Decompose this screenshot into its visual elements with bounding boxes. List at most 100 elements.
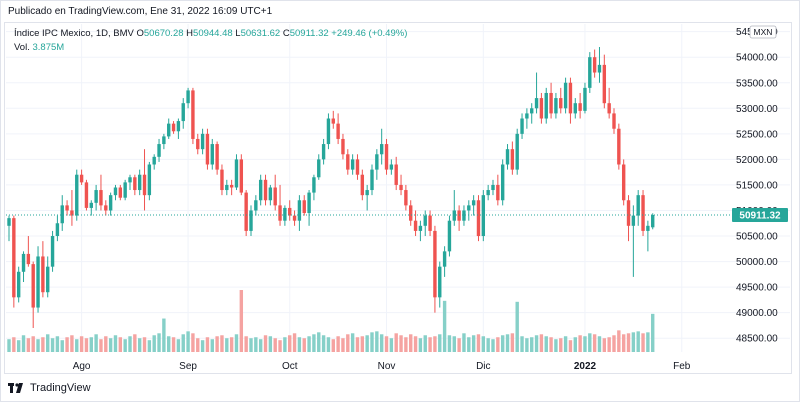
volume-bar bbox=[133, 334, 137, 352]
volume-bar bbox=[476, 334, 481, 352]
volume-bar bbox=[108, 338, 113, 352]
volume-bar bbox=[481, 336, 486, 352]
candle-body bbox=[94, 190, 98, 203]
volume-bar bbox=[467, 337, 471, 352]
volume-bar bbox=[602, 338, 607, 352]
candle-body bbox=[539, 98, 544, 119]
y-tick-label: 52000.00 bbox=[736, 155, 778, 166]
symbol-label: Índice IPC Mexico, 1D, BMV bbox=[14, 28, 134, 39]
x-tick-label: Feb bbox=[673, 361, 691, 372]
volume-bar bbox=[21, 335, 26, 352]
candle-body bbox=[312, 177, 316, 193]
candle-body bbox=[592, 57, 597, 73]
volume-bar bbox=[215, 336, 219, 352]
volume-bar bbox=[142, 337, 147, 352]
volume-bar bbox=[225, 338, 229, 352]
volume-bar bbox=[370, 332, 374, 352]
volume-bar bbox=[617, 330, 621, 352]
candle-body bbox=[505, 149, 510, 165]
volume-bar bbox=[510, 333, 515, 352]
candle-body bbox=[554, 98, 558, 114]
volume-bar bbox=[254, 337, 258, 352]
candle-body bbox=[544, 92, 548, 119]
last-price-badge bbox=[732, 208, 788, 223]
candle-body bbox=[244, 192, 248, 231]
volume-bar bbox=[181, 334, 185, 352]
volume-bar bbox=[641, 333, 645, 352]
candle-body bbox=[181, 103, 185, 122]
volume-bar bbox=[186, 331, 190, 352]
volume-bar bbox=[229, 337, 234, 352]
candle-body bbox=[626, 200, 631, 226]
volume-bar bbox=[70, 335, 74, 352]
x-tick-label: Nov bbox=[378, 361, 396, 372]
candle-body bbox=[471, 200, 476, 206]
volume-bar bbox=[191, 333, 195, 352]
candle-body bbox=[394, 164, 398, 185]
candle-body bbox=[549, 92, 553, 114]
candle-body bbox=[60, 205, 64, 224]
volume-bar bbox=[268, 336, 273, 352]
candle-body bbox=[442, 251, 447, 267]
volume-bar bbox=[360, 336, 365, 352]
candle-body bbox=[500, 164, 505, 201]
volume-bar bbox=[84, 338, 89, 352]
candle-body bbox=[365, 190, 369, 196]
volume-bar bbox=[505, 334, 510, 352]
candle-body bbox=[423, 215, 427, 226]
candle-body bbox=[65, 205, 69, 211]
candle-body bbox=[186, 90, 190, 104]
volume-bar bbox=[26, 338, 31, 352]
footer-brand[interactable]: TradingView bbox=[8, 382, 91, 394]
x-tick-label: Oct bbox=[282, 361, 298, 372]
candle-body bbox=[16, 271, 21, 298]
candle-body bbox=[317, 159, 321, 178]
volume-bar bbox=[597, 336, 602, 352]
volume-bar bbox=[94, 334, 98, 352]
candle-body bbox=[113, 187, 118, 196]
volume-bar bbox=[592, 334, 597, 352]
volume-bar bbox=[234, 334, 239, 352]
volume-bar bbox=[176, 339, 181, 352]
volume-bar bbox=[123, 339, 127, 352]
candle-body bbox=[568, 82, 573, 114]
candle-body bbox=[254, 200, 258, 211]
candle-body bbox=[31, 264, 35, 308]
last-price-label: 50911.32 bbox=[739, 211, 781, 222]
candle-body bbox=[578, 103, 582, 111]
candle-body bbox=[258, 179, 263, 201]
volume-bar bbox=[336, 336, 340, 352]
candle-body bbox=[379, 144, 384, 155]
candle-body bbox=[215, 144, 219, 170]
candle-body bbox=[597, 64, 602, 73]
candle-body bbox=[433, 230, 437, 298]
volume-bar bbox=[128, 336, 132, 352]
volume-bar bbox=[413, 336, 418, 352]
volume-bar bbox=[75, 339, 79, 352]
y-tick-label: 51500.00 bbox=[736, 180, 778, 191]
candle-body bbox=[36, 256, 40, 308]
volume-bar bbox=[196, 338, 200, 352]
y-tick-label: 48500.00 bbox=[736, 334, 778, 345]
y-tick-label: 52500.00 bbox=[736, 129, 778, 140]
y-tick-label: 53500.00 bbox=[736, 78, 778, 89]
volume-bar bbox=[462, 333, 466, 352]
volume-bar bbox=[210, 339, 214, 352]
volume-bar bbox=[549, 337, 553, 352]
volume-bar bbox=[486, 338, 490, 352]
volume-bar bbox=[428, 337, 432, 352]
volume-bar bbox=[471, 335, 476, 352]
candle-body bbox=[375, 154, 379, 170]
chart-pane[interactable] bbox=[4, 22, 792, 374]
volume-bar bbox=[152, 335, 156, 352]
volume-bar bbox=[375, 331, 379, 352]
volume-bar bbox=[99, 339, 103, 352]
volume-bar bbox=[7, 339, 11, 352]
volume-bar bbox=[89, 337, 93, 352]
volume-bar bbox=[433, 336, 437, 352]
candle-body bbox=[404, 190, 408, 206]
candle-body bbox=[263, 179, 268, 201]
candle-body bbox=[225, 184, 229, 191]
open-value: 50670.28 bbox=[143, 28, 184, 39]
